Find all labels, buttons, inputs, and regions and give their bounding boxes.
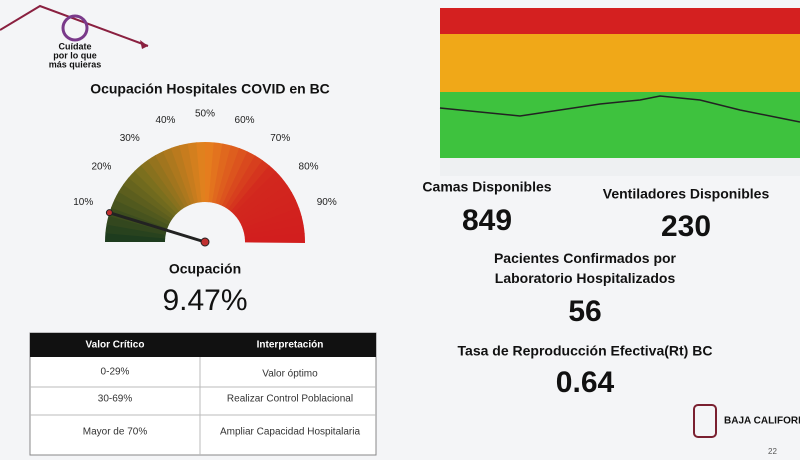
gauge-segment <box>134 164 180 214</box>
gauge-tick-label: 10% <box>73 197 93 208</box>
gauge-segment <box>215 145 241 205</box>
needle-tip <box>105 209 113 217</box>
table-header: Interpretación <box>257 340 324 351</box>
stat-label: Ventiladores Disponibles <box>603 186 770 202</box>
stat-label: Tasa de Reproducción Efectiva(Rt) BC <box>458 343 713 359</box>
gauge-segment <box>225 155 264 210</box>
gauge-segment <box>140 159 183 212</box>
gauge-segment <box>241 199 300 229</box>
gauge-segment <box>196 142 206 203</box>
gauge-segment <box>111 198 169 229</box>
gauge-tick-label: 30% <box>120 133 140 144</box>
gauge-segment <box>105 232 166 242</box>
page-number: 22 <box>768 447 777 456</box>
gauge-segment <box>208 142 224 203</box>
table-cell: Mayor de 70% <box>83 427 148 438</box>
gauge-segment <box>106 215 167 236</box>
needle-hub <box>200 237 210 247</box>
gauge-segment <box>170 145 196 205</box>
stat-value: 56 <box>568 295 601 328</box>
gauge-segment <box>239 192 297 226</box>
gauge-segment <box>147 154 186 210</box>
stat-value: 230 <box>661 210 711 243</box>
gauge-segment <box>128 170 177 217</box>
gauge-segment <box>155 150 189 208</box>
stat-label: Camas Disponibles <box>422 179 551 195</box>
gauge-tick-label: 70% <box>270 133 290 144</box>
gauge-segment <box>218 148 249 206</box>
gauge-segment <box>227 160 271 212</box>
gauge-needle <box>108 211 206 244</box>
gauge-tick-label: 40% <box>155 115 175 126</box>
gauge-tick-label: 60% <box>235 115 255 126</box>
stat-value: 0.64 <box>556 366 615 399</box>
logo: Cuídate por lo que más quieras <box>0 4 149 69</box>
mini-chart <box>439 8 800 176</box>
gauge-segment <box>242 207 302 233</box>
gauge-segment <box>244 233 305 243</box>
logo-line: más quieras <box>49 59 102 69</box>
gauge-segment <box>179 143 199 204</box>
gauge-segment <box>221 151 256 208</box>
gauge-tick-label: 20% <box>91 161 111 172</box>
stat-value: 849 <box>462 204 512 237</box>
gauge-segment <box>105 223 166 239</box>
gauge-segment <box>114 191 171 226</box>
gauge-value: 9.47% <box>162 284 247 317</box>
brand-name: BAJA CALIFORNIA <box>724 416 800 427</box>
gauge-segment <box>211 143 232 204</box>
logo-line: Cuídate <box>58 41 91 51</box>
table-header: Valor Crítico <box>86 340 145 351</box>
gauge-segment <box>237 184 293 223</box>
logo-line: por lo que <box>53 50 97 60</box>
table-cell: 0-29% <box>101 367 130 378</box>
table-header-bg <box>30 333 376 357</box>
table-cell: Ampliar Capacidad Hospitalaria <box>220 427 361 438</box>
gauge-segment <box>233 171 283 217</box>
gauge-segment <box>118 183 173 222</box>
stat-label: Pacientes Confirmados por Laboratorio Ho… <box>493 250 677 286</box>
gauge-segment <box>123 176 175 220</box>
gauge-tick-label: 80% <box>299 161 319 172</box>
gauge-segment <box>243 216 304 236</box>
criteria-table: Valor Crítico Interpretación 0-29% Valor… <box>29 332 377 456</box>
gauge-tick-label: 90% <box>317 197 337 208</box>
gauge-tick-label: 50% <box>195 109 215 120</box>
gauge-label: Ocupación <box>169 261 241 277</box>
gauge-segment <box>205 142 215 203</box>
table-cell: Valor óptimo <box>262 369 318 380</box>
gauge-segment <box>230 165 277 214</box>
table-cell: 30-69% <box>98 394 133 405</box>
gauge-title: Ocupación Hospitales COVID en BC <box>90 81 330 97</box>
gauge-segment <box>162 147 192 206</box>
stat-label-box: Pacientes Confirmados por Laboratorio Ho… <box>493 250 677 286</box>
gauge: 10% 20% 30% 40% 50% 60% 70% 80% 90% <box>73 109 337 247</box>
table-cell: Realizar Control Poblacional <box>227 394 353 405</box>
brand-emblem <box>693 404 717 438</box>
gauge-segment <box>235 177 288 220</box>
